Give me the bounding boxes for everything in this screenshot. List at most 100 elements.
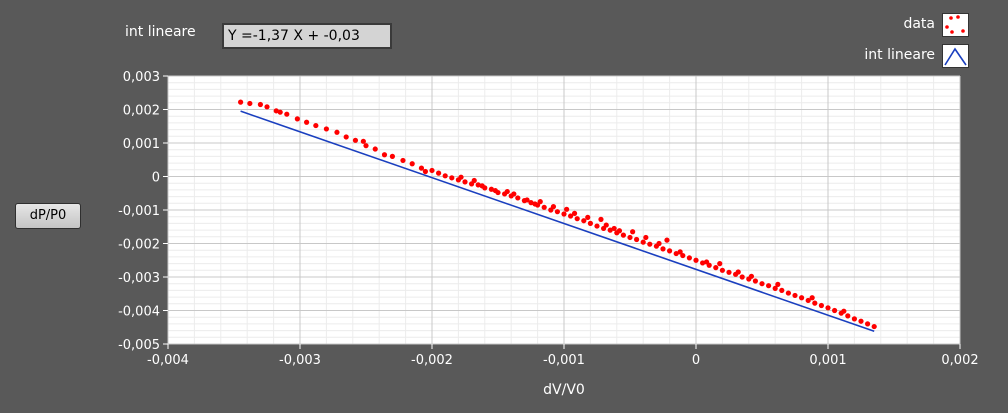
x-axis: -0,004 -0,003 -0,002 -0,001 0 0,001 0,002 bbox=[147, 344, 979, 368]
data-point bbox=[858, 318, 864, 324]
data-point bbox=[779, 287, 785, 293]
data-point bbox=[471, 177, 477, 184]
data-point bbox=[818, 302, 825, 309]
data-point bbox=[360, 138, 366, 144]
data-point bbox=[664, 237, 670, 243]
data-point bbox=[449, 175, 455, 181]
y-tick-label: -0,002 bbox=[118, 238, 160, 253]
data-point bbox=[524, 197, 530, 203]
data-point bbox=[418, 165, 425, 171]
data-point bbox=[247, 100, 253, 107]
data-point bbox=[766, 283, 772, 289]
data-point bbox=[703, 259, 710, 265]
data-point bbox=[717, 261, 723, 267]
data-point bbox=[541, 204, 547, 210]
x-tick-label: -0,004 bbox=[147, 353, 189, 368]
data-point bbox=[564, 206, 570, 212]
data-point bbox=[748, 273, 755, 279]
data-point bbox=[620, 232, 627, 238]
data-point bbox=[775, 281, 781, 287]
data-point bbox=[264, 104, 270, 110]
y-axis-label-button[interactable]: dP/P0 bbox=[15, 203, 81, 229]
data-point bbox=[611, 225, 617, 232]
data-point bbox=[389, 153, 395, 159]
legend-fit-label: int lineare bbox=[864, 47, 935, 63]
data-point bbox=[643, 234, 649, 241]
data-point bbox=[492, 187, 498, 194]
data-point bbox=[799, 295, 805, 301]
data-point bbox=[594, 223, 600, 229]
x-tick-label: 0,001 bbox=[809, 353, 846, 368]
scatter-points-icon bbox=[945, 15, 965, 34]
data-point bbox=[277, 109, 283, 115]
data-point bbox=[294, 116, 300, 122]
data-point bbox=[273, 108, 279, 114]
y-axis: 0,003 0,002 0,001 0 -0,001 -0,002 -0,003 -0,004… bbox=[118, 70, 168, 353]
data-point bbox=[363, 143, 369, 149]
data-point bbox=[809, 295, 815, 301]
x-tick-label: 0 bbox=[692, 353, 700, 368]
data-point bbox=[422, 168, 428, 175]
legend-data-label: data bbox=[903, 16, 935, 32]
data-point bbox=[656, 240, 662, 247]
grid bbox=[167, 75, 961, 345]
data-point bbox=[805, 297, 811, 304]
data-point bbox=[759, 281, 765, 287]
data-point bbox=[343, 134, 349, 140]
data-point bbox=[488, 186, 494, 192]
legend-fit-swatch[interactable] bbox=[942, 44, 969, 68]
data-point bbox=[334, 129, 340, 135]
data-point bbox=[607, 227, 613, 233]
data-point bbox=[372, 146, 378, 152]
data-point bbox=[561, 211, 567, 217]
data-point bbox=[238, 99, 244, 105]
data-point bbox=[284, 111, 290, 117]
data-point bbox=[581, 218, 587, 224]
x-tick-label: 0,002 bbox=[941, 353, 978, 368]
data-point bbox=[429, 167, 435, 174]
data-point bbox=[475, 182, 481, 188]
data-point bbox=[630, 229, 636, 235]
data-point bbox=[680, 252, 686, 259]
data-point bbox=[700, 260, 706, 266]
data-point bbox=[673, 250, 679, 257]
data-point bbox=[479, 183, 485, 189]
data-point bbox=[574, 216, 580, 222]
data-point bbox=[640, 239, 646, 245]
data-point bbox=[550, 204, 557, 210]
fit-label: int lineare bbox=[125, 24, 196, 40]
data-point bbox=[585, 214, 591, 220]
data-point bbox=[660, 246, 666, 252]
data-point bbox=[772, 285, 778, 291]
data-point bbox=[634, 236, 640, 243]
data-point bbox=[436, 170, 442, 176]
data-point bbox=[304, 119, 310, 125]
data-point bbox=[667, 248, 673, 254]
data-point bbox=[865, 321, 871, 327]
data-point bbox=[686, 255, 693, 261]
data-point bbox=[871, 323, 877, 330]
y-tick-label: -0,005 bbox=[118, 338, 160, 353]
data-point bbox=[462, 179, 468, 185]
fit-line-segment bbox=[240, 110, 875, 333]
data-point bbox=[515, 195, 521, 201]
data-point bbox=[752, 278, 759, 284]
data-point bbox=[511, 191, 517, 197]
data-point bbox=[851, 316, 858, 322]
data-point bbox=[409, 161, 415, 167]
data-point bbox=[627, 234, 633, 241]
data-point bbox=[532, 201, 538, 207]
data-point bbox=[537, 199, 543, 205]
data-point bbox=[845, 313, 851, 319]
legend-data-swatch[interactable] bbox=[942, 13, 969, 37]
x-tick-label: -0,002 bbox=[411, 353, 453, 368]
y-tick-label: 0,002 bbox=[123, 104, 160, 119]
data-point bbox=[792, 292, 798, 299]
y-tick-label: 0,003 bbox=[123, 70, 160, 85]
data-point bbox=[381, 152, 388, 158]
data-point bbox=[442, 173, 448, 179]
fit-line bbox=[240, 110, 875, 333]
x-tick-label: -0,003 bbox=[279, 353, 321, 368]
data-point bbox=[739, 274, 745, 280]
data-point bbox=[323, 126, 329, 132]
